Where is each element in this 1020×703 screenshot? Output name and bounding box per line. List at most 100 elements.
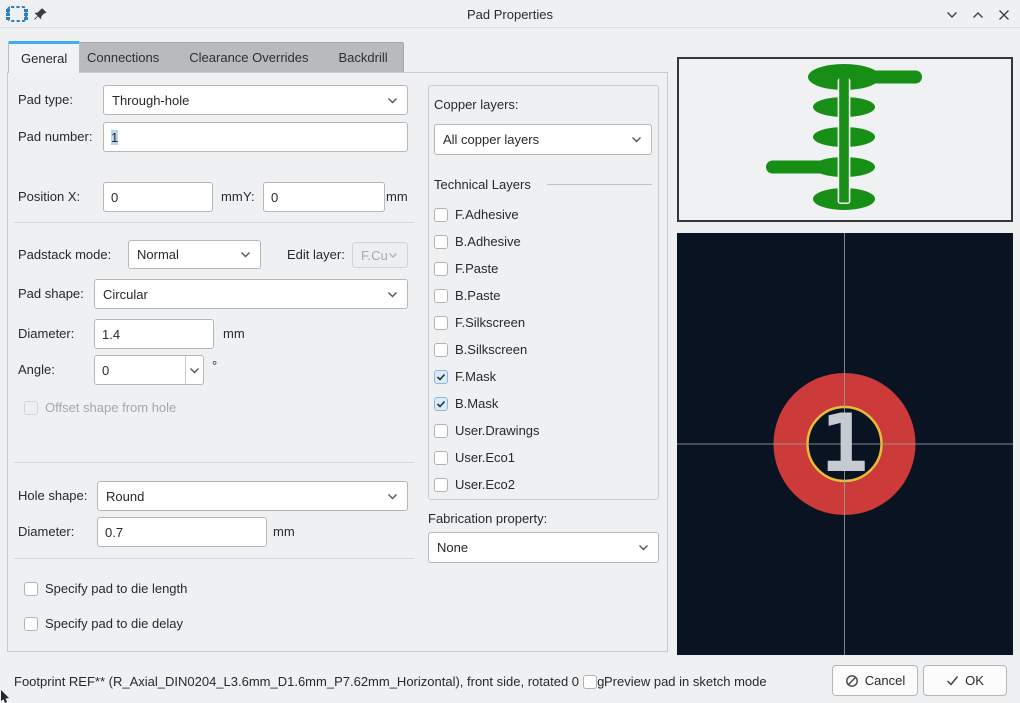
angle-label: Angle: bbox=[18, 362, 55, 377]
layer-label: F.Silkscreen bbox=[455, 315, 526, 330]
layer-row-user-drawings: User.Drawings bbox=[434, 423, 540, 438]
angle-unit: ° bbox=[212, 358, 218, 373]
hole-shape-label: Hole shape: bbox=[18, 488, 88, 503]
pad-canvas-drawing: 1 bbox=[677, 233, 1013, 655]
fabrication-property-value: None bbox=[437, 540, 469, 555]
technical-layers-header: Technical Layers bbox=[434, 177, 531, 192]
checkbox-b-paste[interactable] bbox=[434, 288, 448, 303]
layer-row-b-adhesive: B.Adhesive bbox=[434, 234, 521, 249]
checkbox-b-silkscreen[interactable] bbox=[434, 342, 448, 357]
chevron-down-icon bbox=[190, 367, 199, 373]
layer-row-f-paste: F.Paste bbox=[434, 261, 498, 276]
chevron-down-icon bbox=[389, 252, 397, 258]
angle-dropdown-button[interactable] bbox=[185, 356, 203, 384]
pad-to-die-length-row: Specify pad to die length bbox=[24, 581, 187, 596]
padstack-mode-label: Padstack mode: bbox=[18, 247, 112, 262]
pad-shape-select[interactable]: Circular bbox=[94, 279, 408, 309]
layer-label: B.Adhesive bbox=[455, 234, 521, 249]
chevron-down-icon bbox=[632, 137, 641, 143]
pin-icon[interactable] bbox=[33, 7, 48, 22]
divider bbox=[14, 222, 414, 223]
tab-connections-label: Connections bbox=[87, 50, 160, 65]
pad-type-select[interactable]: Through-hole bbox=[103, 85, 408, 115]
fabrication-property-select[interactable]: None bbox=[428, 532, 659, 563]
pad-to-die-delay-checkbox[interactable] bbox=[24, 616, 38, 631]
tab-strip: Connections Clearance Overrides Backdril… bbox=[71, 42, 404, 72]
layer-label: F.Paste bbox=[455, 261, 499, 276]
position-y-input[interactable]: 0 bbox=[263, 182, 385, 212]
window-close-button[interactable] bbox=[996, 8, 1012, 22]
pad-to-die-length-checkbox[interactable] bbox=[24, 581, 38, 596]
tab-backdrill-label: Backdrill bbox=[338, 50, 388, 65]
pad-to-die-length-label: Specify pad to die length bbox=[45, 581, 188, 596]
checkbox-user-drawings[interactable] bbox=[434, 423, 448, 438]
copper-layers-select[interactable]: All copper layers bbox=[434, 124, 652, 155]
ok-button[interactable]: OK bbox=[923, 665, 1007, 696]
layer-label: F.Mask bbox=[455, 369, 497, 384]
pad-number-input[interactable]: 1 bbox=[103, 122, 408, 152]
technical-layers-rule bbox=[547, 184, 652, 185]
pad-number-value: 1 bbox=[111, 129, 119, 145]
checkbox-b-mask[interactable] bbox=[434, 396, 448, 411]
edit-layer-label: Edit layer: bbox=[287, 247, 345, 262]
pad-type-value: Through-hole bbox=[112, 92, 190, 108]
padstack-mode-select[interactable]: Normal bbox=[128, 240, 261, 269]
pad-canvas-preview: 1 bbox=[677, 233, 1013, 655]
pad-diameter-label: Diameter: bbox=[18, 326, 75, 341]
tab-connections[interactable]: Connections bbox=[72, 43, 174, 72]
angle-value: 0 bbox=[102, 362, 110, 378]
footprint-status-text: Footprint REF** (R_Axial_DIN0204_L3.6mm_… bbox=[14, 674, 605, 689]
hole-shape-select[interactable]: Round bbox=[97, 481, 408, 511]
ok-check-icon bbox=[947, 676, 959, 686]
window-maximize-button[interactable] bbox=[970, 8, 986, 22]
position-y-label: Y: bbox=[243, 189, 255, 204]
pad-shape-value: Circular bbox=[103, 286, 148, 302]
edit-layer-select: F.Cu bbox=[352, 242, 408, 268]
position-x-label: Position X: bbox=[18, 189, 81, 204]
position-x-input[interactable]: 0 bbox=[103, 182, 213, 212]
layer-label: B.Silkscreen bbox=[455, 342, 528, 357]
tab-backdrill[interactable]: Backdrill bbox=[324, 43, 403, 72]
checkbox-user-eco1[interactable] bbox=[434, 450, 448, 465]
padstack-side-preview bbox=[677, 57, 1013, 222]
layer-row-user-eco1: User.Eco1 bbox=[434, 450, 515, 465]
checkbox-f-paste[interactable] bbox=[434, 261, 448, 276]
hole-diameter-value: 0.7 bbox=[105, 524, 124, 540]
sketch-mode-label: Preview pad in sketch mode bbox=[604, 674, 767, 689]
tab-general[interactable]: General bbox=[8, 41, 81, 73]
ok-button-label: OK bbox=[965, 673, 984, 688]
copper-layers-value: All copper layers bbox=[443, 132, 540, 147]
pad-diameter-input[interactable]: 1.4 bbox=[94, 319, 214, 349]
layer-row-user-eco2: User.Eco2 bbox=[434, 477, 515, 492]
layer-label: User.Eco2 bbox=[455, 477, 515, 492]
checkbox-b-adhesive[interactable] bbox=[434, 234, 448, 249]
checkbox-f-silkscreen[interactable] bbox=[434, 315, 448, 330]
hole-diameter-input[interactable]: 0.7 bbox=[97, 517, 267, 547]
hole-shape-value: Round bbox=[106, 488, 145, 504]
layer-row-b-mask: B.Mask bbox=[434, 396, 498, 411]
layer-label: User.Drawings bbox=[455, 423, 540, 438]
checkbox-f-mask[interactable] bbox=[434, 369, 448, 384]
checkbox-f-adhesive[interactable] bbox=[434, 207, 448, 222]
chevron-up-icon bbox=[973, 12, 983, 18]
window-shade-button[interactable] bbox=[944, 8, 960, 22]
sketch-mode-checkbox[interactable] bbox=[583, 674, 597, 689]
cancel-button[interactable]: Cancel bbox=[832, 665, 918, 696]
tab-clearance-overrides[interactable]: Clearance Overrides bbox=[174, 43, 323, 72]
hole-diameter-unit: mm bbox=[273, 524, 295, 539]
offset-shape-row: Offset shape from hole bbox=[24, 400, 176, 415]
layer-label: F.Adhesive bbox=[455, 207, 519, 222]
sketch-mode-row: Preview pad in sketch mode bbox=[583, 674, 767, 689]
titlebar[interactable]: Pad Properties bbox=[0, 0, 1020, 28]
position-y-value: 0 bbox=[271, 189, 279, 205]
tab-general-label: General bbox=[21, 51, 68, 66]
pad-diameter-unit: mm bbox=[223, 326, 245, 341]
angle-combo[interactable]: 0 bbox=[94, 355, 204, 385]
pad-to-die-delay-label: Specify pad to die delay bbox=[45, 616, 184, 631]
layer-label: User.Eco1 bbox=[455, 450, 515, 465]
pad-diameter-value: 1.4 bbox=[102, 326, 121, 342]
cancel-button-label: Cancel bbox=[864, 673, 906, 688]
layer-row-f-adhesive: F.Adhesive bbox=[434, 207, 519, 222]
checkbox-user-eco2[interactable] bbox=[434, 477, 448, 492]
chevron-down-icon bbox=[388, 291, 397, 297]
